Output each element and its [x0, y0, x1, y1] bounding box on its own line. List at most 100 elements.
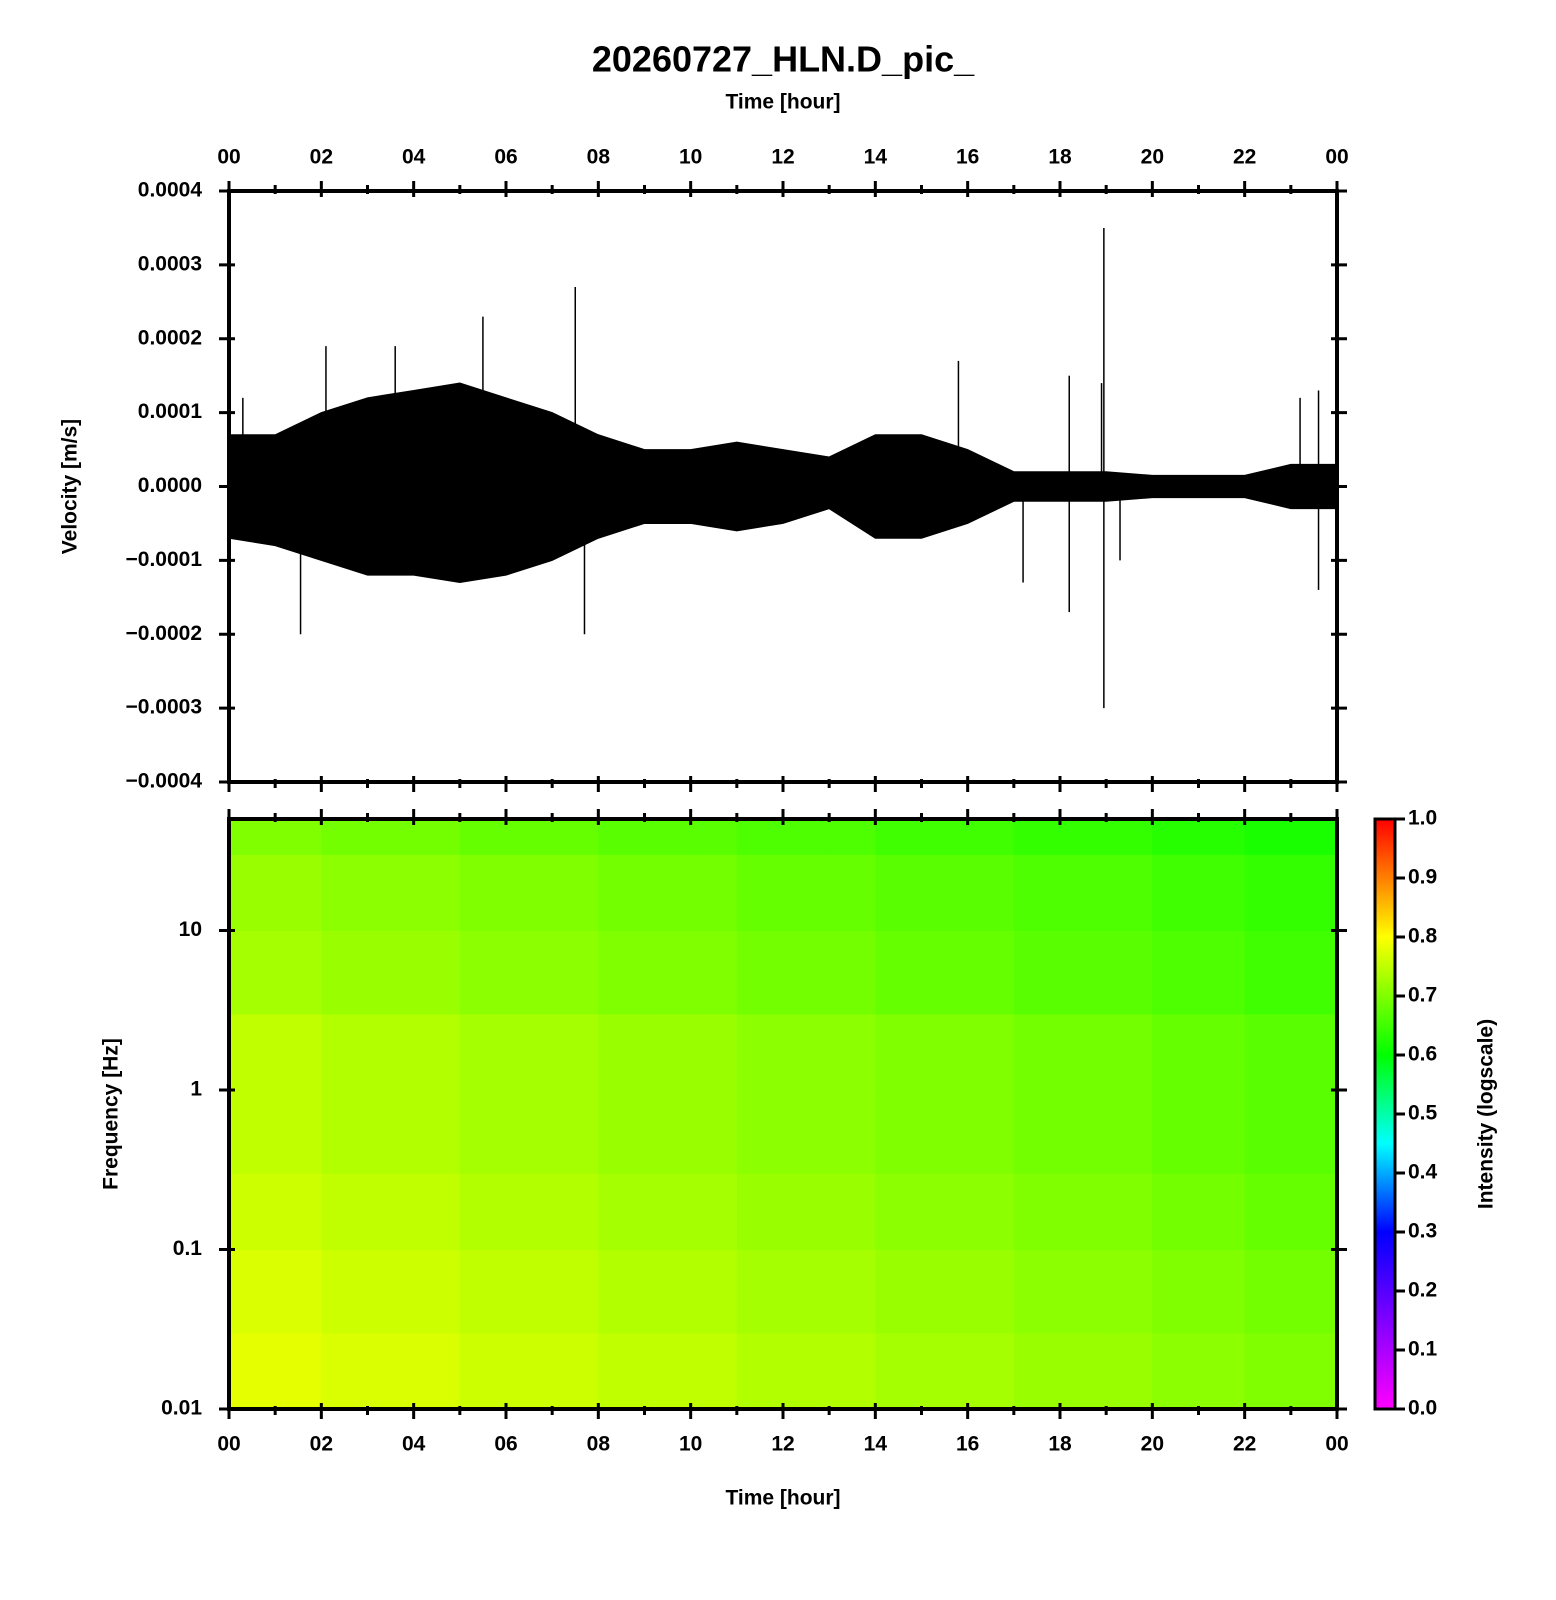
spectrogram-cell: [875, 930, 922, 1015]
spectrogram-cell: [1152, 1089, 1199, 1174]
x-tick-label: 08: [587, 1433, 611, 1456]
spectrogram-cell: [552, 819, 599, 855]
x-tick-label: 00: [217, 1433, 240, 1456]
spectrogram-cell: [736, 1249, 784, 1334]
spectrogram-cell: [413, 1173, 461, 1250]
x-tick-label: 02: [310, 1433, 333, 1456]
spectrogram-cell: [644, 930, 692, 1015]
x-tick-label: 10: [679, 1433, 702, 1456]
spectrogram-cell: [921, 854, 969, 931]
y-tick-label: 0.0000: [138, 474, 202, 497]
spectrogram-cell: [829, 1089, 876, 1174]
colorbar-tick-label: 0.8: [1408, 925, 1438, 948]
spectrogram-cell: [736, 854, 784, 931]
spectrogram-cell: [690, 1173, 738, 1250]
spectrogram-cell: [1244, 1332, 1292, 1410]
x-tick-label: 10: [679, 146, 702, 169]
x-tick-label: 22: [1233, 146, 1256, 169]
spectrogram-cell: [459, 1013, 507, 1091]
spectrogram-cell: [1106, 1173, 1153, 1250]
colorbar-label: Intensity (logscale): [1475, 1019, 1498, 1209]
x-tick-label: 18: [1048, 146, 1072, 169]
spectrogram-cell: [1244, 930, 1292, 1015]
colorbar-tick-label: 0.7: [1408, 984, 1437, 1007]
y-axis-label: Velocity [m/s]: [59, 419, 82, 554]
spectrogram-cell: [1013, 854, 1061, 931]
x-tick-label: 06: [494, 146, 517, 169]
spectrogram-cell: [644, 1089, 692, 1174]
spectrogram-cell: [690, 1249, 738, 1334]
spectrogram-cell: [598, 930, 645, 1015]
spectrogram-cell: [459, 819, 507, 855]
y-tick-label: −0.0001: [126, 548, 203, 571]
spectrogram-cell: [459, 1249, 507, 1334]
spectrogram-cell: [598, 854, 645, 931]
spectrogram-cell: [921, 930, 969, 1015]
spectrogram-cell: [1060, 1173, 1107, 1250]
spectrogram-cell: [736, 1332, 784, 1410]
spectrogram-cell: [1198, 819, 1246, 855]
spectrogram-cell: [829, 1173, 876, 1250]
spectrogram-cell: [1060, 1332, 1107, 1410]
spectrogram-cell: [598, 1089, 645, 1174]
spectrogram-cell: [506, 1013, 553, 1091]
spectrogram-cell: [598, 819, 645, 855]
spectrogram-cell: [690, 1332, 738, 1410]
spectrogram-cell: [459, 1089, 507, 1174]
spectrogram-cell: [783, 854, 830, 931]
x-tick-label: 22: [1233, 1433, 1256, 1456]
spectrogram-cell: [275, 1173, 322, 1250]
spectrogram-cell: [829, 1249, 876, 1334]
spectrogram-cell: [921, 1249, 969, 1334]
spectrogram-cell: [783, 819, 830, 855]
y-tick-label: 0.0001: [138, 400, 203, 423]
x-tick-label: 04: [402, 1433, 426, 1456]
spectrogram-cell: [1013, 1332, 1061, 1410]
spectrogram-cell: [1290, 1089, 1338, 1174]
x-tick-label: 12: [771, 1433, 794, 1456]
spectrogram-cell: [413, 1013, 461, 1091]
spectrogram-cell: [1013, 1173, 1061, 1250]
x-tick-label: 16: [956, 146, 979, 169]
spectrogram-cell: [829, 854, 876, 931]
spectrogram-cell: [506, 1249, 553, 1334]
spectrogram-cell: [506, 1332, 553, 1410]
x-tick-label: 16: [956, 1433, 979, 1456]
spectrogram-cell: [875, 819, 922, 855]
x-tick-label: 06: [494, 1433, 517, 1456]
spectrogram-cell: [275, 854, 322, 931]
spectrogram-cell: [1013, 819, 1061, 855]
waveform-envelope: [228, 486, 1338, 584]
spectrogram-cell: [690, 819, 738, 855]
spectrogram-cell: [552, 1089, 599, 1174]
spectrogram-cell: [552, 1249, 599, 1334]
spectrogram-cell: [736, 930, 784, 1015]
spectrogram-cell: [783, 1013, 830, 1091]
spectrogram-cell: [1060, 854, 1107, 931]
spectrogram-cell: [1244, 1089, 1292, 1174]
spectrogram-cell: [1013, 1089, 1061, 1174]
spectrogram-cell: [413, 1249, 461, 1334]
x-axis-label: Time [hour]: [725, 1487, 840, 1510]
spectrogram-cell: [967, 1089, 1015, 1174]
y-tick-label: 0.01: [161, 1397, 202, 1420]
spectrogram-cell: [367, 1332, 415, 1410]
spectrogram-cell: [413, 1089, 461, 1174]
spectrogram-cell: [967, 1013, 1015, 1091]
spectrogram-cell: [552, 1332, 599, 1410]
spectrogram-cell: [321, 1249, 368, 1334]
spectrogram-cell: [367, 854, 415, 931]
spectrogram-cell: [1013, 1249, 1061, 1334]
spectrogram-cell: [506, 854, 553, 931]
colorbar-tick-label: 0.4: [1408, 1161, 1438, 1184]
x-tick-label: 00: [1325, 1433, 1348, 1456]
spectrogram-cell: [875, 1013, 922, 1091]
x-tick-label: 20: [1141, 1433, 1164, 1456]
spectrogram-cell: [1290, 1249, 1338, 1334]
spectrogram-cell: [321, 930, 368, 1015]
spectrogram-cell: [690, 930, 738, 1015]
spectrogram-cell: [967, 819, 1015, 855]
spectrogram-cell: [229, 1332, 276, 1410]
chart-title: 20260727_HLN.D_pic_: [592, 39, 975, 80]
